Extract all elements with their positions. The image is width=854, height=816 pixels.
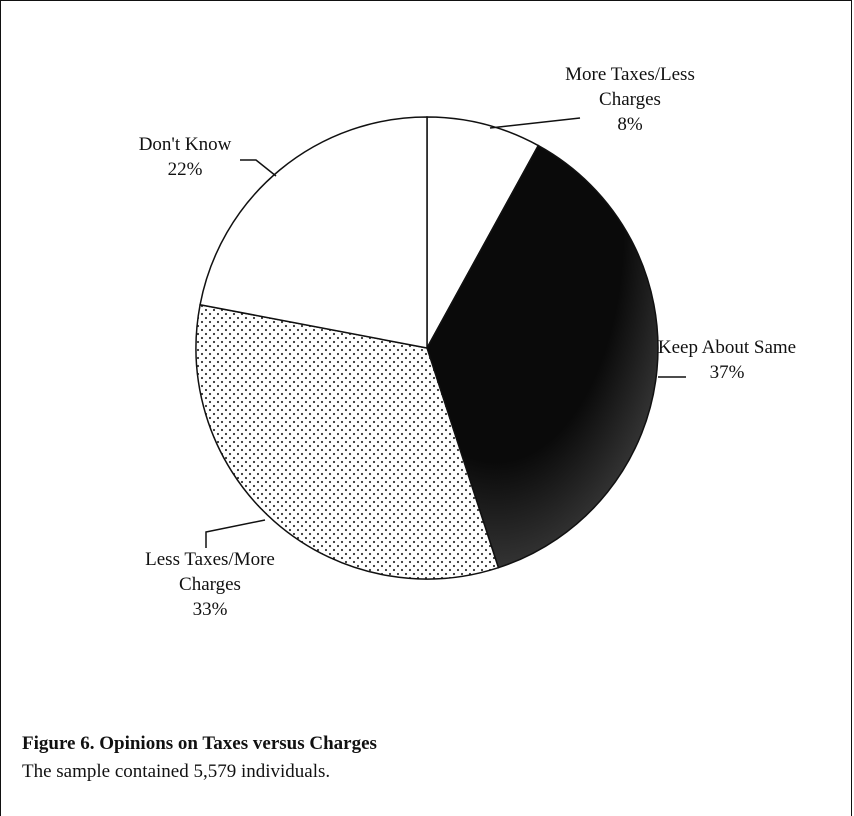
slice-label: Less Taxes/More Charges 33%: [130, 547, 290, 622]
slice-label: Keep About Same 37%: [647, 335, 807, 385]
slice-label: Don't Know 22%: [105, 132, 265, 182]
slice-label: More Taxes/Less Charges 8%: [550, 62, 710, 137]
pie-slice: [426, 144, 659, 569]
leader-line: [205, 519, 266, 548]
slice-name: Less Taxes/More Charges: [145, 549, 275, 595]
caption-text: The sample contained 5,579 individuals.: [22, 761, 331, 782]
caption-title: Figure 6. Opinions on Taxes versus Charg…: [22, 733, 377, 754]
slice-name: Keep About Same: [657, 337, 797, 358]
pie-slice: [195, 303, 500, 580]
leader-line: [240, 159, 277, 177]
slice-name: More Taxes/Less Charges: [565, 64, 695, 110]
pie-slice: [426, 116, 540, 349]
leader-line: [489, 117, 581, 129]
slice-value: 8%: [617, 114, 643, 135]
pie-slice: [199, 116, 428, 349]
slice-value: 33%: [192, 599, 228, 620]
slice-value: 37%: [709, 362, 745, 383]
slice-value: 22%: [167, 159, 203, 180]
slice-name: Don't Know: [138, 134, 232, 155]
